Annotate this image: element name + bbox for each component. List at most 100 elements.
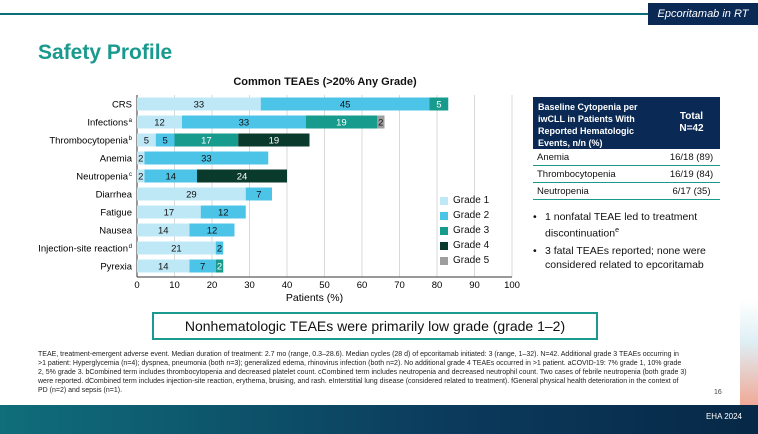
data-label: 12 [218, 208, 229, 219]
chart-title: Common TEAEs (>20% Any Grade) [233, 76, 417, 88]
category-footnote-mark: c [129, 172, 132, 178]
data-label: 29 [186, 190, 197, 201]
bar-segment [215, 241, 224, 255]
data-label: 2 [217, 262, 222, 273]
bar-segment [189, 259, 216, 273]
bar-segment [197, 169, 287, 183]
category-footnote-mark: b [129, 136, 133, 142]
x-tick-label: 30 [244, 280, 255, 291]
bar-segment [137, 223, 190, 237]
data-label: 7 [200, 262, 205, 273]
table-row: Thrombocytopenia 16/19 (84) [533, 166, 720, 183]
data-label: 7 [256, 190, 261, 201]
category-label: Neutropenia [76, 172, 128, 183]
table-row: Neutropenia 6/17 (35) [533, 183, 720, 200]
x-tick-label: 20 [207, 280, 218, 291]
x-tick-label: 40 [282, 280, 293, 291]
legend-item-grade-4: Grade 4 [440, 238, 489, 253]
baseline-cytopenia-table: Baseline Cytopenia per iwCLL in Patients… [533, 97, 720, 200]
data-label: 5 [162, 136, 167, 147]
bar-segment [245, 187, 272, 201]
footer-bar [0, 405, 758, 434]
data-label: 2 [138, 172, 143, 183]
x-tick-label: 90 [469, 280, 480, 291]
bar-segment [137, 169, 145, 183]
data-label: 21 [171, 244, 182, 255]
page-title: Safety Profile [38, 41, 173, 64]
legend-swatch [440, 211, 448, 220]
category-footnote-mark: a [129, 118, 133, 124]
data-label: 2 [378, 118, 383, 129]
page-number: 16 [714, 389, 722, 396]
legend-label: Grade 4 [453, 240, 490, 251]
bullet-dot: • [533, 244, 537, 257]
bullet-text: 3 fatal TEAEs reported; none were consid… [545, 244, 733, 272]
bar-segment [215, 259, 224, 273]
bullet-footnote-mark: e [615, 227, 619, 234]
data-label: 14 [158, 262, 169, 273]
category-label: Pyrexia [100, 262, 132, 273]
table-header-total: Total N=42 [663, 97, 720, 149]
data-label: 19 [269, 136, 280, 147]
bar-segment [144, 169, 197, 183]
category-label: Thrombocytopenia [49, 136, 128, 147]
bullet-list: • 1 nonfatal TEAE led to treatment disco… [533, 210, 733, 275]
bar-segment [182, 115, 306, 129]
category-label: Nausea [99, 226, 132, 237]
decorative-edge [740, 300, 758, 405]
chart-legend: Grade 1 Grade 2 Grade 3 Grade 4 Grade 5 [440, 193, 489, 268]
data-label: 12 [154, 118, 165, 129]
bar-segment [377, 115, 385, 129]
table-header: Baseline Cytopenia per iwCLL in Patients… [533, 97, 720, 149]
table-header-total-line2: N=42 [679, 123, 704, 134]
legend-swatch [440, 256, 448, 265]
key-message-box: Nonhematologic TEAEs were primarily low … [152, 312, 598, 340]
table-cell-value: 16/18 (89) [669, 151, 714, 163]
bar-segment [155, 133, 175, 147]
data-label: 17 [164, 208, 175, 219]
x-tick-label: 0 [134, 280, 139, 291]
data-label: 5 [436, 100, 441, 111]
bar-segment [137, 115, 182, 129]
legend-item-grade-3: Grade 3 [440, 223, 489, 238]
category-label: Infections [87, 118, 128, 129]
bar-segment [137, 97, 261, 111]
bullet-text: 1 nonfatal TEAE led to treatment discont… [545, 210, 733, 241]
category-footnote-mark: d [129, 244, 132, 250]
bar-segment [137, 187, 246, 201]
bar-segment [238, 133, 310, 147]
category-label: CRS [112, 100, 132, 111]
table-header-label: Baseline Cytopenia per iwCLL in Patients… [538, 102, 638, 148]
x-tick-label: 50 [319, 280, 330, 291]
legend-swatch [440, 226, 448, 235]
bar-segment [137, 133, 156, 147]
legend-swatch [440, 241, 448, 250]
table-cell-label: Anemia [537, 151, 570, 163]
footnotes: TEAE, treatment-emergent adverse event. … [38, 351, 687, 394]
category-label: Anemia [100, 154, 133, 165]
table-header-total-line1: Total [679, 111, 704, 122]
table-cell-label: Neutropenia [537, 185, 589, 197]
legend-label: Grade 2 [453, 210, 490, 221]
data-label: 33 [201, 154, 212, 165]
data-label: 5 [144, 136, 149, 147]
bar-segment [137, 151, 145, 165]
x-tick-label: 70 [394, 280, 405, 291]
data-label: 24 [237, 172, 248, 183]
data-label: 2 [138, 154, 143, 165]
data-label: 17 [201, 136, 212, 147]
bar-segment [137, 241, 216, 255]
bullet-dot: • [533, 211, 537, 223]
bullet-item: • 3 fatal TEAEs reported; none were cons… [533, 244, 733, 272]
bar-segment [305, 115, 377, 129]
bullet-text-body: 1 nonfatal TEAE led to treatment discont… [545, 211, 698, 240]
bullet-item: • 1 nonfatal TEAE led to treatment disco… [533, 210, 733, 241]
data-label: 45 [340, 100, 351, 111]
bar-segment [137, 205, 201, 219]
x-tick-label: 60 [357, 280, 368, 291]
legend-label: Grade 3 [453, 225, 490, 236]
x-tick-label: 100 [504, 280, 520, 291]
legend-label: Grade 1 [453, 195, 490, 206]
x-tick-label: 80 [432, 280, 443, 291]
